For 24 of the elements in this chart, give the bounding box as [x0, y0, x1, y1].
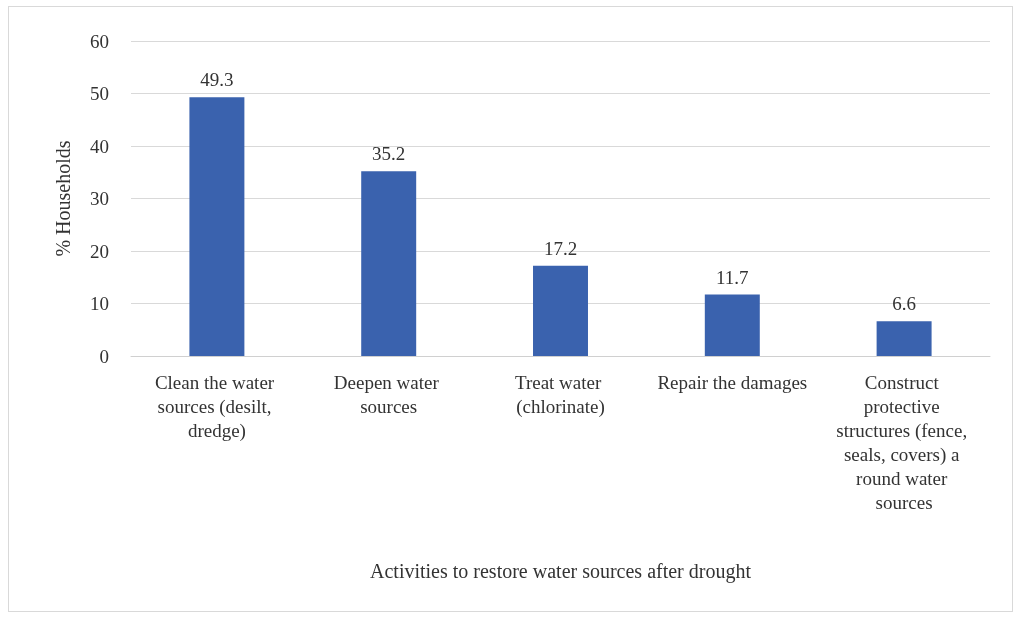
y-tick-label: 30: [90, 188, 109, 209]
x-tick-label: Treat water (chlorinate): [514, 371, 607, 418]
bar: [876, 321, 932, 356]
y-tick-label: 20: [90, 240, 109, 262]
data-label: 11.7: [716, 266, 749, 288]
data-label: 6.6: [892, 293, 916, 315]
bar: [533, 265, 588, 356]
x-tick-label: Clean the water sources (desilt, dredge): [154, 371, 279, 442]
y-tick-label: 50: [90, 83, 109, 104]
data-label: 35.2: [372, 143, 406, 165]
bar: [189, 97, 245, 356]
x-tick-label: Deepen water sources: [333, 371, 444, 417]
x-tick-label: Construct protective structures (fence, seals, covers) a round water sources: [836, 371, 972, 513]
y-tick-label: 0: [99, 345, 109, 367]
data-label: 17.2: [543, 237, 578, 259]
bar: [361, 171, 417, 356]
y-tick-label: 10: [90, 293, 109, 314]
data-label: 49.3: [200, 69, 234, 91]
x-tick-label: Repair the damages: [657, 371, 808, 393]
bar: [704, 294, 760, 356]
y-tick-label: 60: [90, 30, 109, 52]
y-tick-label: 40: [90, 135, 109, 157]
y-axis-title: % Households: [52, 140, 74, 257]
x-axis-title: Activities to restore water sources after drought: [370, 560, 752, 583]
